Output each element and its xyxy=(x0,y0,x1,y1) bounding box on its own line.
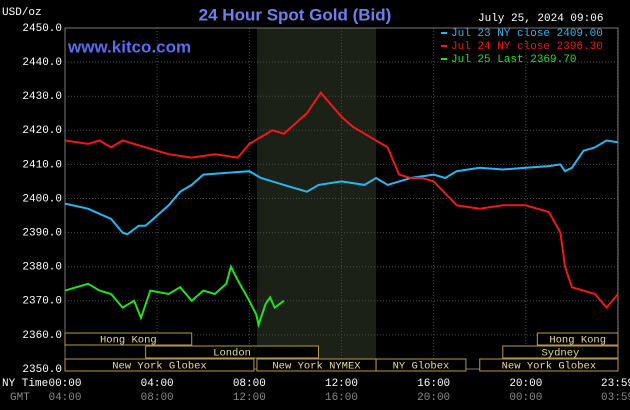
x-tick-label: 12:00 xyxy=(325,378,358,390)
y-tick-label: 2410.0 xyxy=(22,159,62,171)
gmt-tick-label: 16:00 xyxy=(325,392,358,404)
y-tick-label: 2450.0 xyxy=(22,23,62,35)
session-label: NY Globex xyxy=(393,360,450,372)
x-tick-label: 16:00 xyxy=(417,378,450,390)
gmt-tick-label: 12:00 xyxy=(233,392,266,404)
website: www.kitco.com xyxy=(67,37,191,56)
session-label: Hong Kong xyxy=(549,334,606,346)
session-box xyxy=(64,332,193,346)
session-label: New York Globex xyxy=(502,360,597,372)
y-tick-label: 2430.0 xyxy=(22,91,62,103)
shaded-region xyxy=(256,28,377,369)
timestamp: July 25, 2024 09:06 xyxy=(478,13,603,25)
session-label: Hong Kong xyxy=(100,334,157,346)
session-label: Sydney xyxy=(541,347,579,359)
y-tick-label: 2370.0 xyxy=(22,296,62,308)
y-tick-label: 2360.0 xyxy=(22,330,62,342)
x-tick-label: 20:00 xyxy=(509,378,542,390)
x-tick-label: 23:59 xyxy=(601,378,630,390)
session-label: New York Globex xyxy=(112,360,207,372)
session-box xyxy=(536,332,619,346)
session-box xyxy=(479,358,619,372)
legend-label: Jul 25 Last 2369.70 xyxy=(451,54,576,66)
series-line xyxy=(64,139,619,236)
x-tick-label: 00:00 xyxy=(48,378,81,390)
series-line xyxy=(64,263,285,329)
gmt-tick-label: 20:00 xyxy=(417,392,450,404)
session-label: New York NYMEX xyxy=(272,360,361,372)
session-box xyxy=(64,358,255,372)
session-label: London xyxy=(213,347,251,359)
session-box xyxy=(375,358,467,372)
session-box xyxy=(502,345,619,359)
legend-label: Jul 24 NY close 2396.30 xyxy=(451,41,603,53)
chart-title: 24 Hour Spot Gold (Bid) xyxy=(199,5,392,24)
x-tick-label: 08:00 xyxy=(233,378,266,390)
y-tick-label: 2350.0 xyxy=(22,364,62,376)
y-tick-label: 2420.0 xyxy=(22,125,62,137)
y-tick-label: 2380.0 xyxy=(22,262,62,274)
y-tick-label: 2390.0 xyxy=(22,228,62,240)
gmt-tick-label: 08:00 xyxy=(141,392,174,404)
unit-label: USD/oz xyxy=(2,7,42,19)
y-tick-label: 2440.0 xyxy=(22,57,62,69)
gmt-tick-label: 00:00 xyxy=(509,392,542,404)
x-tick-label: 04:00 xyxy=(141,378,174,390)
gmt-tick-label: 03:59 xyxy=(601,392,630,404)
x-axis-label: NY Time xyxy=(2,378,48,390)
x-axis2-label: GMT xyxy=(10,392,30,404)
y-tick-label: 2400.0 xyxy=(22,193,62,205)
session-box xyxy=(145,345,319,359)
gmt-tick-label: 04:00 xyxy=(48,392,81,404)
series-line xyxy=(64,91,619,310)
legend-label: Jul 23 NY close 2409.00 xyxy=(451,28,603,40)
